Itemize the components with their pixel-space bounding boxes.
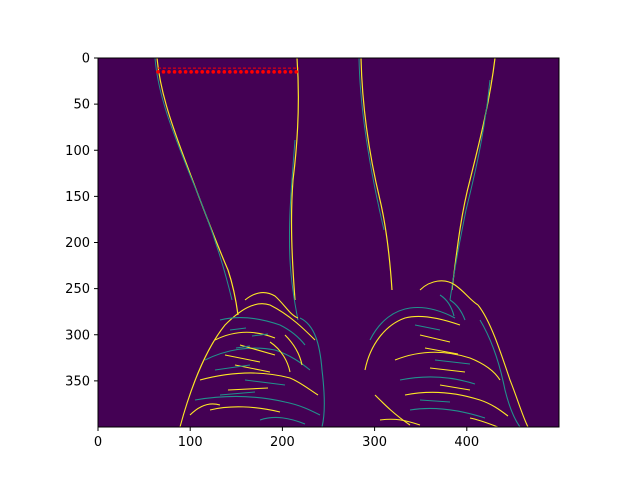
marker-point <box>189 70 193 74</box>
marker-point <box>244 70 249 74</box>
x-tick-label: 300 <box>362 435 387 450</box>
marker-point <box>255 70 260 74</box>
marker-point <box>228 70 232 74</box>
marker-point <box>272 70 276 74</box>
marker-point <box>161 70 166 74</box>
marker-point <box>183 70 188 74</box>
marker-point <box>277 70 282 74</box>
right-leg-outer-edge <box>360 58 393 291</box>
x-axis: 0 100 200 300 400 <box>94 427 479 450</box>
y-tick-label: 50 <box>73 98 90 113</box>
left-leg-inner-edge <box>290 58 300 301</box>
marker-point <box>216 70 221 74</box>
marker-point <box>239 70 243 74</box>
red-marker-rows <box>156 67 299 74</box>
left-shoe-edges <box>179 291 325 427</box>
y-tick-label: 350 <box>65 374 90 389</box>
x-tick-label: 0 <box>94 435 102 450</box>
right-leg-inner-edge <box>451 58 496 291</box>
marker-point <box>266 70 271 74</box>
y-tick-label: 250 <box>65 282 90 297</box>
marker-point <box>200 70 204 74</box>
image-background <box>98 58 559 427</box>
marker-point <box>261 70 265 74</box>
y-tick-label: 150 <box>65 190 90 205</box>
marker-point <box>283 70 287 74</box>
marker-point <box>178 70 182 74</box>
marker-point <box>211 70 216 74</box>
y-tick-label: 200 <box>65 236 90 251</box>
x-tick-label: 200 <box>270 435 295 450</box>
x-tick-label: 100 <box>178 435 203 450</box>
left-leg-outer-edge-2 <box>154 58 233 301</box>
right-shoe-edges <box>364 280 529 427</box>
y-axis: 0 50 100 150 200 250 300 350 <box>65 52 98 389</box>
marker-point <box>156 70 160 74</box>
right-leg-outer-edge-2 <box>358 58 385 231</box>
x-tick-label: 400 <box>454 435 479 450</box>
marker-point <box>205 70 210 74</box>
y-tick-label: 100 <box>65 144 90 159</box>
marker-point <box>167 70 171 74</box>
marker-point <box>288 70 293 74</box>
marker-point <box>172 70 177 74</box>
left-leg-inner-edge-2 <box>288 139 299 321</box>
marker-point <box>233 70 238 74</box>
edge-image <box>98 58 559 427</box>
right-leg-inner-edge-2 <box>449 79 491 301</box>
y-tick-label: 0 <box>82 52 90 67</box>
marker-point <box>222 70 227 74</box>
marker-point <box>294 70 299 74</box>
y-tick-label: 300 <box>65 328 90 343</box>
marker-point <box>250 70 254 74</box>
marker-point <box>194 70 199 74</box>
